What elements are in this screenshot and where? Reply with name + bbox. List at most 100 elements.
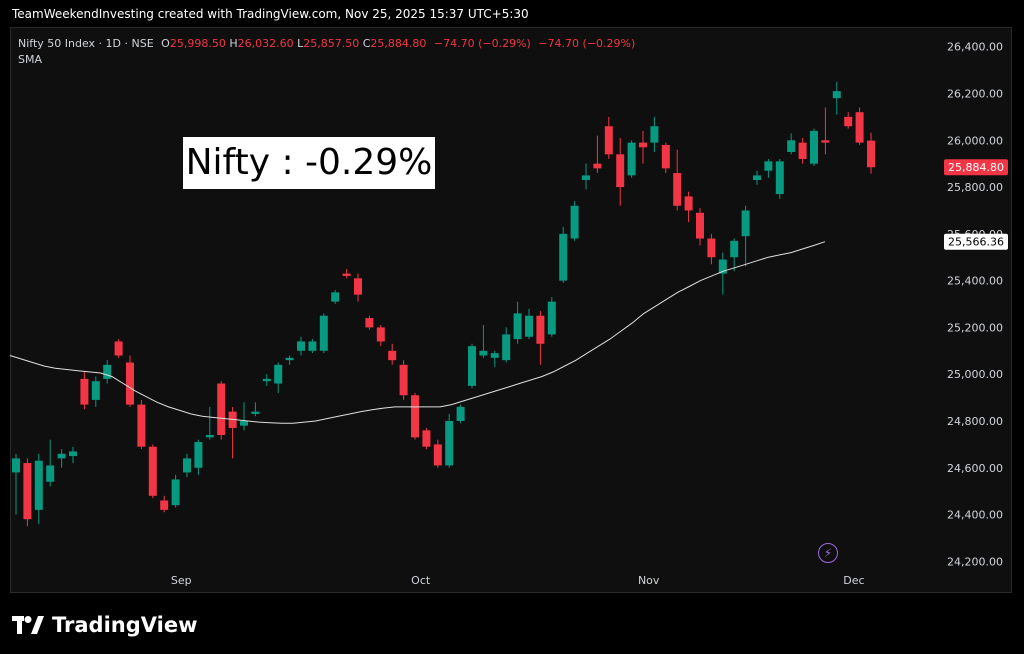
chart-legend: Nifty 50 Index · 1D · NSE O25,998.50 H26…	[18, 37, 635, 50]
candle-body	[160, 500, 169, 510]
time-axis: Sep Oct Nov Dec	[171, 574, 865, 587]
candle-body	[148, 446, 157, 496]
legend-change: −74.70 (−0.29%)	[433, 37, 531, 50]
candle-body	[673, 173, 682, 206]
sma-value-label: 25,566.36	[948, 236, 1004, 249]
x-tick-label: Dec	[843, 574, 864, 587]
candle-body	[707, 238, 716, 258]
candle-body	[867, 140, 875, 168]
tradingview-logo: TradingView	[12, 611, 197, 639]
candles-group	[12, 81, 875, 527]
candle-body	[832, 91, 841, 99]
candle-body	[388, 350, 397, 361]
candle-body	[57, 453, 66, 459]
candle-body	[103, 364, 112, 379]
candle-body	[342, 273, 351, 276]
price-axis: 26,400.0026,200.0026,000.0025,800.0025,6…	[947, 41, 1003, 569]
price-tags: 25,884.80 25,566.36	[944, 159, 1008, 250]
candle-body	[787, 140, 796, 152]
candle-body	[604, 126, 613, 155]
candle-body	[331, 292, 340, 302]
legend-low: 25,857.50	[303, 37, 360, 50]
candle-body	[559, 233, 568, 281]
legend-close-key: C	[362, 37, 371, 50]
candle-body	[513, 313, 522, 340]
last-price-label: 25,884.80	[948, 161, 1004, 174]
legend-close: 25,884.80	[370, 37, 427, 50]
candle-body	[570, 205, 579, 239]
legend-symbol: Nifty 50 Index · 1D · NSE	[18, 37, 154, 50]
candle-body	[308, 341, 317, 351]
candle-body	[741, 210, 750, 237]
legend-high-key: H	[229, 37, 238, 50]
y-tick-label: 25,000.00	[947, 368, 1003, 381]
candle-body	[12, 458, 20, 473]
lightning-icon[interactable]: ⚡	[818, 543, 838, 563]
candle-body	[661, 144, 670, 169]
x-tick-label: Sep	[171, 574, 192, 587]
y-tick-label: 25,200.00	[947, 321, 1003, 334]
candle-body	[274, 364, 283, 384]
candle-body	[684, 196, 693, 211]
x-tick-label: Oct	[411, 574, 431, 587]
last-price-tag	[944, 159, 1008, 176]
candle-body	[433, 444, 442, 466]
sma-value-tag	[944, 233, 1008, 250]
candle-body	[365, 318, 374, 328]
brand-name: TradingView	[52, 613, 198, 637]
change-annotation: Nifty : -0.29%	[183, 137, 435, 189]
legend-change-2: −74.70 (−0.29%)	[538, 37, 636, 50]
candle-body	[262, 378, 271, 382]
candle-body	[171, 479, 180, 506]
candle-body	[91, 381, 100, 400]
candle-body	[80, 378, 89, 405]
sma-line	[9, 241, 826, 424]
legend-high: 26,032.60	[237, 37, 294, 50]
candle-body	[468, 346, 476, 386]
candle-body	[376, 327, 385, 342]
y-tick-label: 24,800.00	[947, 415, 1003, 428]
candle-body	[126, 362, 134, 405]
y-tick-label: 24,200.00	[947, 555, 1003, 568]
y-tick-label: 25,400.00	[947, 275, 1003, 288]
candle-body	[297, 341, 305, 351]
candle-body	[479, 350, 488, 356]
y-tick-label: 26,400.00	[947, 41, 1003, 54]
legend-indicator-sma[interactable]: SMA	[18, 53, 42, 66]
candle-body	[821, 140, 830, 143]
candle-body	[696, 212, 704, 239]
legend-open-key: O	[161, 37, 170, 50]
candle-body	[69, 451, 77, 457]
candle-body	[650, 126, 659, 143]
candle-body	[411, 395, 419, 438]
candle-body	[502, 334, 511, 361]
candle-body	[730, 240, 739, 258]
legend-open: 25,998.50	[169, 37, 226, 50]
candle-body	[240, 420, 248, 426]
chart-caption: TeamWeekendInvesting created with Tradin…	[12, 7, 529, 21]
candle-body	[456, 406, 465, 421]
candle-body	[616, 154, 625, 188]
candle-body	[319, 315, 328, 351]
candle-body	[205, 435, 214, 438]
candle-body	[627, 142, 636, 176]
candle-body	[810, 130, 818, 164]
candle-body	[217, 383, 226, 436]
candle-body	[34, 460, 43, 510]
candle-body	[844, 116, 853, 127]
candle-body	[422, 430, 431, 447]
candle-body	[764, 161, 773, 171]
candle-body	[354, 278, 362, 295]
y-tick-label: 24,600.00	[947, 462, 1003, 475]
tradingview-logo-icon	[12, 616, 44, 634]
candle-body	[194, 442, 203, 468]
legend-low-key: L	[297, 37, 304, 50]
y-tick-label: 26,000.00	[947, 134, 1003, 147]
candle-body	[285, 357, 294, 361]
candle-body	[490, 353, 499, 358]
candle-body	[183, 458, 191, 473]
candle-body	[114, 341, 123, 356]
candle-body	[855, 112, 864, 143]
candle-body	[798, 142, 807, 159]
